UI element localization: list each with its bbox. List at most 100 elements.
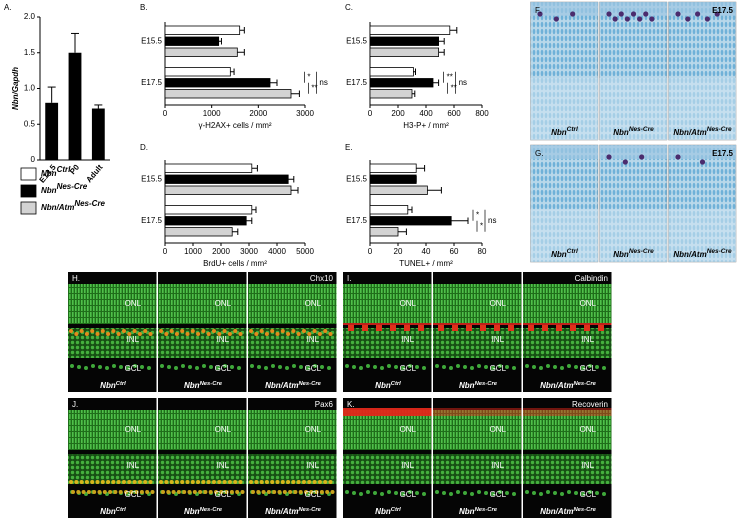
- inl-layer: [248, 328, 337, 358]
- mitotic-cell: [612, 16, 618, 22]
- marker-cell: [438, 324, 444, 331]
- marker-cell: [291, 329, 296, 333]
- gcl-cell: [602, 492, 606, 496]
- marker-cell: [180, 329, 185, 333]
- marker-cell: [100, 480, 105, 484]
- significance-label: ns: [459, 78, 467, 87]
- layer-label: GCL: [400, 490, 417, 499]
- x-tick-label: 80: [478, 247, 487, 256]
- gcl-cell: [98, 365, 102, 369]
- x-tick-label: 20: [394, 247, 403, 256]
- layer-label: INL: [492, 461, 505, 470]
- gcl-cell: [463, 365, 467, 369]
- error-bar: [291, 90, 300, 97]
- gcl-cell: [394, 365, 398, 369]
- gcl-cell: [442, 365, 446, 369]
- marker-cell: [164, 480, 169, 484]
- gcl-cell: [345, 490, 349, 494]
- gcl-cell: [160, 364, 164, 368]
- gcl-cell: [574, 365, 578, 369]
- caption-name: Nbn: [613, 128, 629, 137]
- legend-label: NbnCtrl: [41, 165, 71, 179]
- marker-cell: [288, 490, 293, 494]
- marker-cell: [275, 480, 280, 484]
- micrograph-bottom: [668, 77, 736, 140]
- bar: [164, 163, 253, 173]
- marker-cell: [418, 324, 424, 331]
- marker-cell: [298, 490, 303, 494]
- marker-cell: [282, 490, 287, 494]
- marker-cell: [264, 480, 269, 484]
- mitotic-cell: [649, 16, 655, 22]
- marker-cell: [95, 480, 100, 484]
- marker-cell: [348, 324, 354, 331]
- x-tick-label: 0: [368, 109, 373, 118]
- gcl-cell: [588, 364, 592, 368]
- marker-cell: [280, 329, 285, 333]
- caption: Nbn/AtmNes-Cre: [540, 381, 596, 391]
- x-tick-label: 60: [450, 247, 459, 256]
- bar: [369, 227, 399, 237]
- gcl-cell: [313, 364, 317, 368]
- error-bar: [416, 165, 426, 172]
- caption-sup: Ctrl: [391, 381, 401, 387]
- gcl-cell: [546, 490, 550, 494]
- marker-cell: [71, 490, 75, 494]
- gcl-cell: [112, 364, 116, 368]
- micrograph-top: [668, 145, 736, 159]
- y-tick-label: 2.0: [24, 12, 36, 21]
- marker-cell: [266, 490, 271, 494]
- gcl-cell: [539, 366, 543, 370]
- marker-cell: [79, 329, 84, 333]
- bar: [164, 36, 220, 46]
- marker-cell: [95, 332, 100, 336]
- caption-sup: Ctrl: [116, 507, 126, 513]
- error-bar: [412, 90, 416, 97]
- caption: Nbn/AtmNes-Cre: [265, 507, 321, 517]
- stage-label: E17.5: [712, 149, 733, 158]
- x-tick-label: 0: [163, 109, 168, 118]
- marker-cell: [312, 480, 317, 484]
- gcl-cell: [292, 364, 296, 368]
- onl-layer: [343, 410, 432, 450]
- caption-name: Nbn/Atm: [673, 250, 706, 259]
- marker-cell: [304, 490, 308, 494]
- marker-cell: [227, 480, 232, 484]
- marker-cell: [118, 490, 123, 494]
- bar: [91, 108, 105, 160]
- gcl-cell: [91, 364, 95, 368]
- marker-cell: [92, 490, 97, 494]
- marker-cell: [293, 490, 298, 494]
- layer-label: ONL: [490, 299, 507, 308]
- marker-cell: [233, 480, 238, 484]
- error-bar: [438, 38, 445, 45]
- gcl-cell: [567, 490, 571, 494]
- gcl-cell: [387, 364, 391, 368]
- marker-cell: [270, 480, 275, 484]
- marker-cell: [90, 480, 95, 484]
- layer-label: GCL: [490, 490, 507, 499]
- marker-cell: [187, 490, 192, 494]
- legend-sup: Ctrl: [57, 165, 72, 174]
- mitotic-cell: [622, 159, 628, 165]
- onl-layer: [68, 284, 157, 324]
- gcl-cell: [435, 490, 439, 494]
- significance-label: ns: [488, 216, 496, 225]
- caption: NbnNes-Cre: [184, 381, 223, 391]
- gcl-cell: [449, 366, 453, 370]
- marker-cell: [280, 480, 285, 484]
- gcl-cell: [84, 366, 88, 370]
- onl-layer: [158, 410, 247, 450]
- marker-cell: [256, 490, 261, 494]
- gcl-cell: [380, 366, 384, 370]
- gcl-cell: [574, 491, 578, 495]
- caption-name: Nbn: [184, 381, 200, 390]
- gcl-cell: [491, 492, 495, 496]
- y-tick-label: 0: [31, 155, 36, 164]
- marker-cell: [145, 490, 150, 494]
- marker-cell: [143, 480, 148, 484]
- marker-cell: [150, 490, 155, 494]
- marker-cell: [259, 480, 264, 484]
- marker-cell: [185, 480, 190, 484]
- mitotic-cell: [639, 154, 645, 160]
